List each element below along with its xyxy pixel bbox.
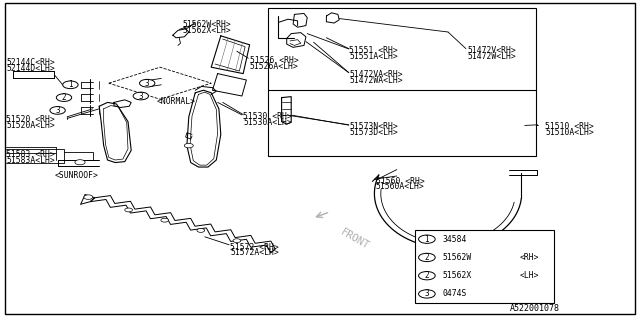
Circle shape [419,253,435,262]
Text: 51526A<LH>: 51526A<LH> [250,62,298,71]
Bar [415,230,554,303]
Circle shape [63,81,78,89]
Text: 51560A<LH>: 51560A<LH> [376,182,424,191]
Text: 51472V<RH>: 51472V<RH> [467,46,516,55]
Circle shape [50,107,65,114]
Text: 51573N<RH>: 51573N<RH> [349,122,398,131]
Text: 51472VA<RH>: 51472VA<RH> [349,70,403,79]
Circle shape [140,79,155,87]
Circle shape [419,290,435,298]
Text: 1: 1 [424,235,429,244]
Text: 51472WA<LH>: 51472WA<LH> [349,76,403,84]
Circle shape [75,160,85,165]
Circle shape [161,218,168,222]
Text: 51520A<LH>: 51520A<LH> [6,121,55,130]
Text: <LH>: <LH> [520,271,539,280]
Text: 51510 <RH>: 51510 <RH> [545,122,594,131]
Text: 51572A<LH>: 51572A<LH> [230,248,279,257]
Circle shape [233,239,241,243]
Circle shape [133,92,148,100]
Text: <SUNROOF>: <SUNROOF> [54,171,99,180]
Text: <NORMAL>: <NORMAL> [157,97,196,106]
Text: 51551A<LH>: 51551A<LH> [349,52,398,61]
Text: 2: 2 [424,253,429,262]
Text: 51520 <RH>: 51520 <RH> [6,115,55,124]
Text: 51530A<LH>: 51530A<LH> [243,118,292,127]
Circle shape [184,143,193,148]
Text: 3: 3 [138,92,143,100]
Text: 51560 <RH>: 51560 <RH> [376,177,424,186]
Text: 51510A<LH>: 51510A<LH> [545,128,594,137]
Text: 0474S: 0474S [442,289,467,299]
Text: 3: 3 [55,106,60,115]
Text: 52144C<RH>: 52144C<RH> [6,58,55,67]
Text: 51562X: 51562X [442,271,472,280]
Text: 2: 2 [61,93,67,102]
Text: 51562W: 51562W [442,253,472,262]
Text: 3: 3 [424,289,429,299]
Text: 52144D<LH>: 52144D<LH> [6,64,55,73]
Circle shape [56,94,72,101]
Bar [268,8,536,156]
Circle shape [419,271,435,280]
Text: 51562W<RH>: 51562W<RH> [182,20,231,29]
Text: 51573D<LH>: 51573D<LH> [349,128,398,137]
Text: 51583 <RH>: 51583 <RH> [6,150,55,159]
Text: 34584: 34584 [442,235,467,244]
Text: 51562X<LH>: 51562X<LH> [182,26,231,35]
Text: 51551 <RH>: 51551 <RH> [349,46,398,55]
Circle shape [419,235,435,244]
Text: A522001078: A522001078 [510,304,560,313]
Text: 1: 1 [68,80,73,89]
Text: 2: 2 [424,271,429,280]
Text: 51472W<LH>: 51472W<LH> [467,52,516,61]
Circle shape [84,195,93,199]
Text: 51572 <RH>: 51572 <RH> [230,243,279,252]
Text: 51526 <RH>: 51526 <RH> [250,56,298,65]
Text: 51530 <RH>: 51530 <RH> [243,112,292,121]
Circle shape [125,208,132,212]
Text: FRONT: FRONT [339,227,371,252]
Text: <RH>: <RH> [520,253,539,262]
Text: 3: 3 [145,79,150,88]
Text: 51583A<LH>: 51583A<LH> [6,156,55,165]
Circle shape [197,228,205,232]
